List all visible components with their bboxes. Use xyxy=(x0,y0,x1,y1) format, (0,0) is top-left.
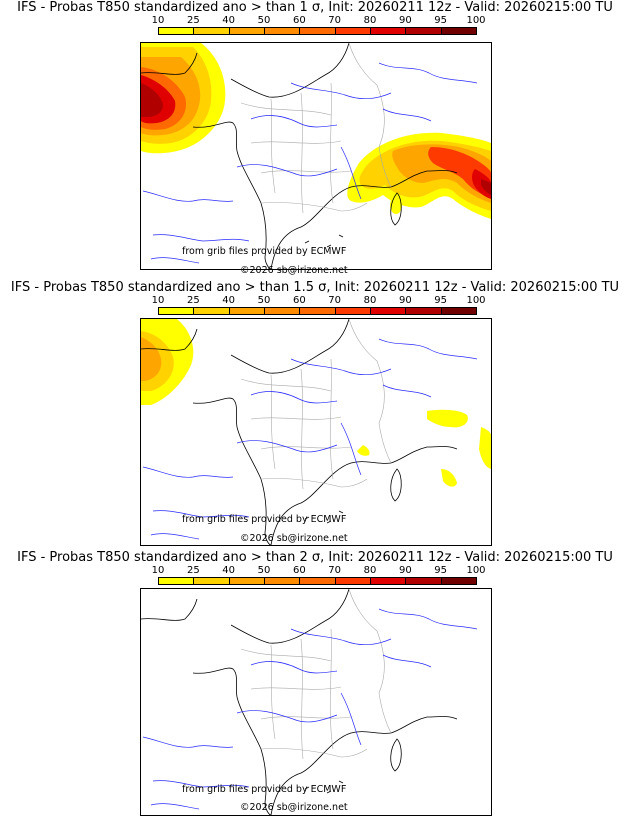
source-credit: from grib files provided by ECMWF xyxy=(182,784,347,795)
colorbar-tick-label: 60 xyxy=(292,565,306,576)
colorbar-swatch xyxy=(158,27,195,35)
colorbar: 10 25 40 50 60 70 80 90 95 100 xyxy=(152,15,486,40)
coastlines xyxy=(141,319,458,545)
colorbar-swatch xyxy=(370,307,407,315)
colorbar-swatch xyxy=(193,307,230,315)
map-panel-1sigma: IFS - Probas T850 standardized ano > tha… xyxy=(0,0,630,276)
colorbar-tick-label: 50 xyxy=(257,565,271,576)
colorbar-swatch xyxy=(440,27,477,35)
source-credit: from grib files provided by ECMWF xyxy=(182,246,347,257)
colorbar-swatch xyxy=(228,307,265,315)
colorbar: 10 25 40 50 60 70 80 90 95 100 xyxy=(152,295,486,320)
coastlines xyxy=(141,589,458,815)
colorbar-tick-label: 40 xyxy=(222,565,236,576)
probability-shading xyxy=(141,43,491,219)
colorbar-swatch xyxy=(440,307,477,315)
colorbar: 10 25 40 50 60 70 80 90 95 100 xyxy=(152,565,486,590)
colorbar-swatch xyxy=(228,27,265,35)
colorbar-tick-label: 70 xyxy=(328,15,342,26)
probability-map xyxy=(140,588,492,816)
colorbar-tick-label: 70 xyxy=(328,295,342,306)
map-panel-2sigma: IFS - Probas T850 standardized ano > tha… xyxy=(0,546,630,828)
colorbar-tick-label: 90 xyxy=(398,295,412,306)
colorbar-swatch xyxy=(405,307,442,315)
colorbar-tick-label: 80 xyxy=(363,15,377,26)
colorbar-tick-label: 90 xyxy=(398,15,412,26)
borders xyxy=(240,43,392,214)
colorbar-tick-label: 10 xyxy=(151,565,165,576)
colorbar-tick-label: 100 xyxy=(466,15,486,26)
colorbar-swatch xyxy=(405,577,442,585)
colorbar-swatch xyxy=(158,307,195,315)
colorbar-swatch xyxy=(264,27,301,35)
colorbar-tick-label: 95 xyxy=(434,295,448,306)
colorbar-swatch xyxy=(334,307,371,315)
copyright: ©2026 sb@irizone.net xyxy=(240,533,348,544)
colorbar-tick-label: 100 xyxy=(466,565,486,576)
rivers xyxy=(142,338,478,540)
colorbar-tick-label: 70 xyxy=(328,565,342,576)
colorbar-swatch xyxy=(228,577,265,585)
panel-title: IFS - Probas T850 standardized ano > tha… xyxy=(17,0,613,15)
rivers xyxy=(142,608,478,810)
colorbar-tick-label: 50 xyxy=(257,295,271,306)
colorbar-tick-label: 10 xyxy=(151,15,165,26)
colorbar-tick-label: 40 xyxy=(222,15,236,26)
probability-map xyxy=(140,318,492,546)
colorbar-swatch xyxy=(334,27,371,35)
colorbar-swatch xyxy=(440,577,477,585)
colorbar-tick-label: 60 xyxy=(292,15,306,26)
colorbar-tick-label: 100 xyxy=(466,295,486,306)
colorbar-swatch xyxy=(299,577,336,585)
colorbar-tick-label: 80 xyxy=(363,565,377,576)
borders xyxy=(240,319,392,490)
colorbar-swatch xyxy=(370,27,407,35)
colorbar-swatch xyxy=(334,577,371,585)
probability-shading xyxy=(141,319,491,487)
colorbar-tick-label: 25 xyxy=(186,295,200,306)
colorbar-tick-label: 95 xyxy=(434,565,448,576)
borders xyxy=(240,589,392,760)
colorbar-tick-label: 40 xyxy=(222,295,236,306)
colorbar-swatch xyxy=(370,577,407,585)
colorbar-swatch xyxy=(264,577,301,585)
coastlines xyxy=(141,43,458,269)
colorbar-tick-label: 10 xyxy=(151,295,165,306)
colorbar-tick-label: 95 xyxy=(434,15,448,26)
source-credit: from grib files provided by ECMWF xyxy=(182,514,347,525)
panel-title: IFS - Probas T850 standardized ano > tha… xyxy=(17,550,613,565)
colorbar-tick-label: 25 xyxy=(186,565,200,576)
colorbar-swatch xyxy=(193,577,230,585)
probability-map xyxy=(140,42,492,270)
colorbar-tick-label: 25 xyxy=(186,15,200,26)
colorbar-swatch xyxy=(158,577,195,585)
copyright: ©2026 sb@irizone.net xyxy=(240,265,348,276)
colorbar-tick-label: 90 xyxy=(398,565,412,576)
colorbar-tick-label: 80 xyxy=(363,295,377,306)
map-panel-1-5sigma: IFS - Probas T850 standardized ano > tha… xyxy=(0,276,630,546)
colorbar-swatch xyxy=(193,27,230,35)
colorbar-swatch xyxy=(405,27,442,35)
colorbar-tick-label: 60 xyxy=(292,295,306,306)
rivers xyxy=(142,62,478,264)
panel-title: IFS - Probas T850 standardized ano > tha… xyxy=(10,280,620,295)
colorbar-swatch xyxy=(299,307,336,315)
copyright: ©2026 sb@irizone.net xyxy=(240,802,348,813)
colorbar-swatch xyxy=(264,307,301,315)
colorbar-tick-label: 50 xyxy=(257,15,271,26)
colorbar-swatch xyxy=(299,27,336,35)
